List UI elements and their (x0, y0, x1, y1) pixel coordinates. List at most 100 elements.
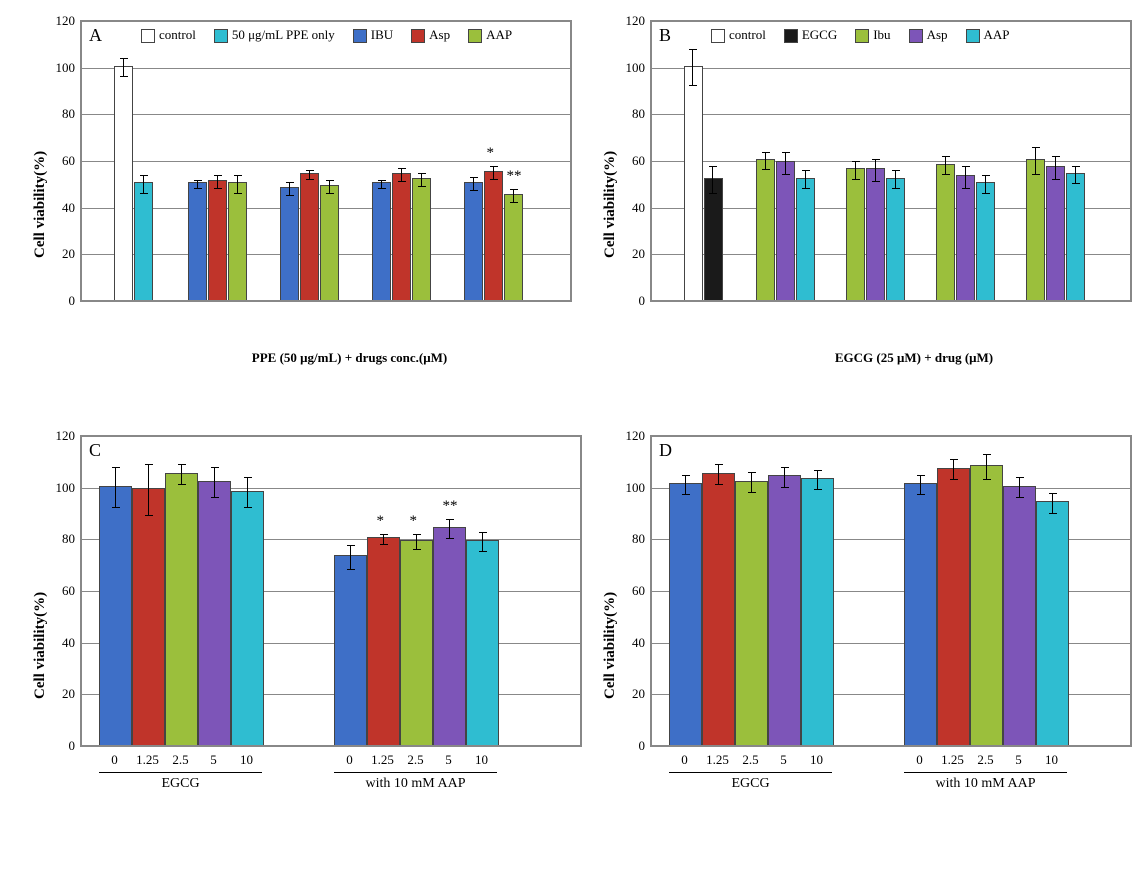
annotation: * (410, 513, 418, 530)
bar (231, 491, 264, 746)
x-category: 10 (799, 752, 834, 768)
error-bar (247, 477, 248, 508)
bar (846, 168, 865, 301)
legend-item: Ibu (855, 27, 890, 43)
legend-swatch (909, 29, 923, 43)
error-bar (416, 534, 417, 550)
x-category: 5 (766, 752, 801, 768)
error-bar (685, 475, 686, 496)
bar (756, 159, 775, 301)
error-bar (953, 459, 954, 480)
ytick-label: 100 (45, 480, 75, 496)
x-category: 2.5 (163, 752, 198, 768)
bar (400, 540, 433, 746)
legend-swatch (353, 29, 367, 43)
bar (735, 481, 768, 747)
x-category: 5 (196, 752, 231, 768)
ytick-label: 20 (45, 686, 75, 702)
panel-letter: C (89, 440, 101, 461)
legend-item: EGCG (784, 27, 837, 43)
bar (702, 473, 735, 746)
x-category: 10 (229, 752, 264, 768)
error-bar (920, 475, 921, 496)
bar (684, 66, 703, 301)
bar (956, 175, 975, 301)
bar (1036, 501, 1069, 746)
gridline (81, 68, 571, 69)
legend-item: Asp (909, 27, 948, 43)
legend-label: EGCG (802, 27, 837, 42)
ytick-label: 60 (615, 583, 645, 599)
ytick-label: 120 (615, 428, 645, 444)
x-category: 1.25 (935, 752, 970, 768)
error-bar (197, 180, 198, 189)
ytick-label: 100 (615, 60, 645, 76)
bar (280, 187, 299, 301)
bar (866, 168, 885, 301)
error-bar (214, 467, 215, 498)
gridline (651, 68, 1131, 69)
x-group-line (669, 772, 832, 773)
error-bar (289, 182, 290, 196)
bar (208, 180, 227, 301)
gridline (651, 301, 1131, 302)
error-bar (237, 175, 238, 194)
x-group-line (904, 772, 1067, 773)
x-category: 10 (1034, 752, 1069, 768)
annotation: * (487, 145, 495, 162)
bar (334, 555, 367, 746)
bar (372, 182, 391, 301)
legend-label: Asp (429, 27, 450, 42)
bar (134, 182, 153, 301)
error-bar (482, 532, 483, 553)
error-bar (1055, 156, 1056, 179)
annotation: ** (443, 498, 458, 515)
panel-letter: D (659, 440, 672, 461)
x-category: 0 (332, 752, 367, 768)
gridline (651, 436, 1131, 437)
error-bar (329, 180, 330, 194)
y-axis-title: Cell viability(%) (32, 591, 49, 698)
legend-swatch (468, 29, 482, 43)
y-axis-title: Cell viability(%) (32, 151, 49, 258)
error-bar (784, 467, 785, 488)
bar (412, 178, 431, 301)
x-axis-title: PPE (50 μg/mL) + drugs conc.(μM) (203, 350, 497, 366)
error-bar (712, 166, 713, 194)
bar (886, 178, 905, 301)
ytick-label: 120 (45, 428, 75, 444)
gridline (81, 436, 581, 437)
bar (188, 182, 207, 301)
error-bar (895, 170, 896, 189)
ytick-label: 40 (45, 635, 75, 651)
error-bar (805, 170, 806, 189)
x-group-label: with 10 mM AAP (904, 776, 1067, 792)
ytick-label: 60 (45, 583, 75, 599)
legend-label: Asp (927, 27, 948, 42)
error-bar (1019, 477, 1020, 498)
bar (433, 527, 466, 746)
error-bar (751, 472, 752, 493)
ytick-label: 60 (615, 153, 645, 169)
error-bar (473, 177, 474, 191)
error-bar (1035, 147, 1036, 175)
legend-item: Asp (411, 27, 450, 43)
ytick-label: 0 (615, 293, 645, 309)
legend-swatch (214, 29, 228, 43)
legend-label: Ibu (873, 27, 890, 42)
legend-item: 50 μg/mL PPE only (214, 27, 335, 43)
bar (904, 483, 937, 746)
error-bar (493, 166, 494, 180)
annotation: ** (507, 168, 522, 185)
x-group-label: EGCG (99, 776, 262, 792)
ytick-label: 20 (615, 686, 645, 702)
x-category: 0 (902, 752, 937, 768)
error-bar (1052, 493, 1053, 514)
error-bar (143, 175, 144, 194)
ytick-label: 40 (615, 635, 645, 651)
ytick-label: 100 (615, 480, 645, 496)
x-group-line (334, 772, 497, 773)
bar (132, 488, 165, 746)
error-bar (986, 454, 987, 480)
y-axis-title: Cell viability(%) (602, 151, 619, 258)
